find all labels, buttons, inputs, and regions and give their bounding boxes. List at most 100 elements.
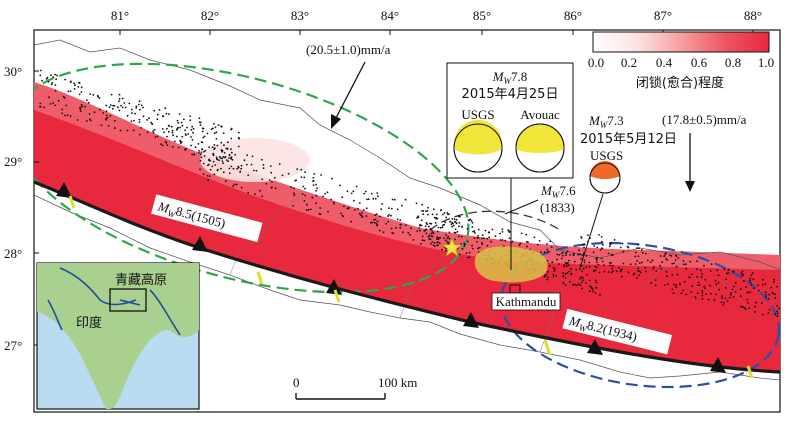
- seismicity-dot: [430, 222, 433, 225]
- colorbar-tick: 1.0: [758, 55, 774, 70]
- seismicity-dot: [577, 253, 579, 256]
- seismicity-dot: [717, 281, 720, 284]
- seismicity-dot: [652, 267, 655, 270]
- seismicity-dot: [250, 163, 253, 166]
- seismicity-dot: [393, 198, 396, 201]
- seismicity-dot: [566, 262, 568, 265]
- seismicity-dot: [97, 96, 100, 98]
- seismicity-dot: [190, 136, 192, 138]
- seismicity-dot: [476, 241, 478, 243]
- seismicity-dot: [774, 313, 776, 316]
- seismicity-dot: [419, 223, 421, 226]
- seismicity-dot: [442, 213, 444, 216]
- seismicity-dot: [377, 195, 379, 198]
- seismicity-dot: [754, 305, 756, 308]
- seismicity-dot: [582, 267, 585, 270]
- seismicity-dot: [525, 233, 528, 236]
- seismicity-dot: [732, 270, 735, 273]
- seismicity-dot: [165, 112, 168, 115]
- seismicity-dot: [577, 283, 580, 286]
- seismicity-dot: [118, 100, 120, 103]
- seismicity-dot: [451, 225, 454, 228]
- colorbar: 0.0 0.2 0.4 0.6 0.8 1.0 闭锁(愈合)程度: [588, 31, 774, 91]
- seismicity-dot: [580, 236, 583, 239]
- seismicity-dot: [79, 108, 82, 110]
- seismicity-dot: [445, 216, 448, 219]
- seismicity-dot: [701, 273, 704, 276]
- seismicity-dot: [199, 159, 202, 162]
- seismicity-dot: [223, 152, 226, 154]
- kathmandu-label: Kathmandu: [491, 292, 561, 311]
- seismicity-dot: [431, 231, 434, 233]
- seismicity-dot: [556, 258, 558, 261]
- seismicity-dot: [654, 284, 657, 287]
- seismicity-dot: [595, 286, 597, 289]
- seismicity-dot: [694, 295, 696, 298]
- seismicity-dot: [586, 274, 588, 276]
- seismicity-dot: [135, 105, 138, 108]
- seismicity-dot: [581, 254, 584, 257]
- seismicity-dot: [255, 169, 258, 172]
- seismicity-dot: [700, 276, 703, 278]
- seismicity-dot: [262, 164, 265, 166]
- seismicity-dot: [234, 153, 237, 156]
- seismicity-dot: [654, 279, 657, 281]
- seismicity-dot: [312, 180, 314, 183]
- seismicity-dot: [551, 261, 554, 264]
- seismicity-dot: [443, 223, 445, 226]
- seismicity-dot: [575, 268, 578, 271]
- seismicity-dot: [390, 214, 392, 217]
- seismicity-dot: [588, 290, 591, 293]
- seismicity-dot: [184, 133, 187, 136]
- seismicity-dot: [573, 260, 576, 263]
- arrow-head-icon: [331, 114, 341, 129]
- seismicity-dot: [732, 296, 735, 298]
- seismicity-dot: [138, 118, 141, 121]
- seismicity-dot: [193, 153, 196, 156]
- lat-tick: 28°: [4, 246, 22, 261]
- seismicity-dot: [77, 86, 80, 88]
- seismicity-dot: [533, 236, 536, 239]
- seismicity-dot: [572, 284, 574, 286]
- seismicity-dot: [190, 129, 193, 131]
- seismicity-dot: [718, 288, 721, 291]
- seismicity-dot: [646, 259, 649, 262]
- seismicity-dot: [560, 257, 563, 260]
- seismicity-dot: [585, 255, 588, 257]
- seismicity-dot: [659, 264, 661, 267]
- seismicity-dot: [150, 121, 153, 124]
- seismicity-dot: [388, 207, 390, 210]
- seismicity-dot: [400, 223, 403, 226]
- seismicity-dot: [233, 183, 236, 186]
- seismicity-dot: [439, 236, 441, 239]
- seismicity-dot: [587, 234, 589, 237]
- seismicity-dot: [108, 106, 111, 109]
- seismicity-dot: [189, 115, 192, 117]
- seismicity-dot: [49, 103, 52, 105]
- seismicity-dot: [601, 260, 604, 263]
- seismicity-dot: [93, 111, 96, 114]
- seismicity-dot: [315, 183, 317, 186]
- seismicity-dot: [776, 315, 779, 318]
- seismicity-dot: [220, 125, 223, 128]
- seismicity-dot: [153, 109, 156, 112]
- seismicity-dot: [380, 208, 383, 211]
- seismicity-dot: [117, 106, 119, 109]
- seismicity-dot: [757, 284, 759, 287]
- seismicity-dot: [73, 82, 75, 85]
- seismicity-dot: [696, 260, 698, 262]
- seismicity-dot: [734, 291, 737, 293]
- seismicity-dot: [751, 272, 754, 275]
- seismicity-dot: [167, 130, 170, 133]
- seismicity-dot: [372, 197, 375, 200]
- seismicity-dot: [458, 235, 460, 238]
- seismicity-dot: [177, 146, 180, 149]
- seismicity-dot: [78, 93, 81, 96]
- seismicity-dot: [222, 162, 225, 165]
- seismicity-dot: [675, 286, 678, 288]
- seismicity-dot: [660, 267, 662, 270]
- seismicity-dot: [192, 131, 194, 134]
- seismicity-dot: [430, 235, 433, 238]
- seismicity-dot: [691, 285, 694, 287]
- seismicity-dot: [609, 242, 611, 245]
